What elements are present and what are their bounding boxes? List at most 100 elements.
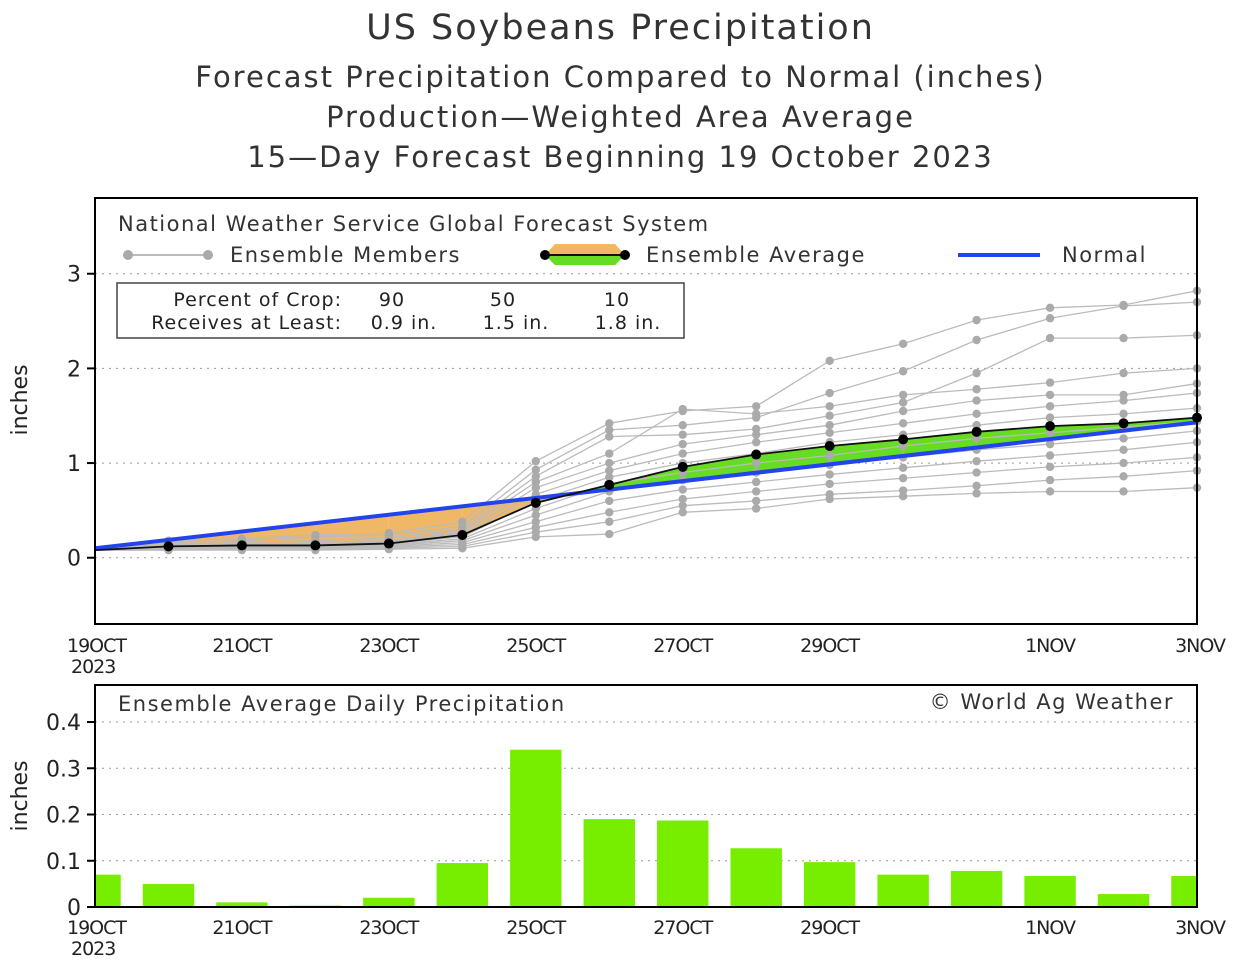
ensemble-member-point (1119, 458, 1128, 468)
top-plot-frame (94, 197, 1198, 625)
ensemble-member-point (972, 409, 981, 419)
bottom-x-tick-label: 3NOV (1175, 917, 1226, 939)
ensemble-member-line (95, 469, 1198, 551)
ensemble-member-point (752, 496, 761, 506)
bottom-x-tick-label: 27OCT (653, 917, 713, 939)
ensemble-member-point (1119, 301, 1128, 311)
ensemble-member-point (605, 466, 614, 475)
top-y-axis: 0 1 2 3 (67, 263, 95, 572)
ensemble-average-point (971, 426, 982, 437)
bottom-y-tick-label: 0.2 (46, 804, 81, 829)
top-y-tick-label: 2 (67, 357, 81, 382)
legend-normal: Normal (958, 243, 1147, 267)
ensemble-member-point (1045, 413, 1055, 422)
ensemble-member-point (678, 501, 687, 510)
ensemble-average-point (457, 530, 468, 541)
ensemble-member-point (678, 439, 687, 449)
top-x-tick-label: 27OCT (653, 635, 713, 657)
legend-average-dot (620, 250, 630, 260)
top-gridlines (95, 273, 1197, 559)
top-x-tick-label: 21OCT (212, 635, 272, 657)
bottom-x-tick-year: 2023 (71, 938, 115, 960)
ensemble-average-point (383, 538, 394, 549)
crop-row1-label: Percent of Crop: (173, 289, 342, 311)
ensemble-member-point (972, 396, 981, 405)
ensemble-member-point (605, 432, 614, 441)
ensemble-member-point (898, 463, 908, 472)
ensemble-member-point (605, 473, 614, 482)
crop-amount-10: 1.8 in. (595, 312, 662, 334)
ensemble-member-point (972, 335, 981, 345)
bottom-y-tick-label: 0.3 (46, 757, 81, 782)
ensemble-member-point (898, 492, 908, 501)
legend-normal-label: Normal (1062, 243, 1147, 267)
bottom-y-axis: 0 0.1 0.2 0.3 0.4 (46, 711, 95, 921)
daily-bar (583, 819, 635, 907)
daily-bar (1171, 876, 1197, 907)
chart-subtitle-3: 15—Day Forecast Beginning 19 October 202… (247, 140, 994, 174)
ensemble-member-point (1119, 434, 1128, 443)
top-x-tick-label: 19OCT (67, 635, 127, 657)
legend-average-label: Ensemble Average (646, 243, 866, 267)
ensemble-member-point (825, 494, 834, 504)
ensemble-member-point (1045, 333, 1055, 343)
bottom-chart-title: Ensemble Average Daily Precipitation (118, 692, 566, 716)
ensemble-member-point (605, 529, 614, 539)
ensemble-member-point (898, 406, 908, 416)
ensemble-member-point (825, 451, 834, 460)
top-x-tick-label: 25OCT (506, 635, 566, 657)
ensemble-member-point (752, 430, 761, 439)
crop-percent-90: 90 (379, 289, 405, 311)
ensemble-member-point (605, 449, 614, 458)
daily-bar (510, 749, 562, 907)
ensemble-average-point (1118, 418, 1129, 429)
ensemble-member-point (1119, 409, 1128, 419)
ensemble-member-point (972, 481, 981, 490)
ensemble-member-point (972, 489, 981, 498)
ensemble-member-point (752, 477, 761, 487)
ensemble-member-line (94, 334, 1198, 551)
ensemble-member-point (972, 456, 981, 466)
credit-label: © World Ag Weather (930, 690, 1174, 714)
above-normal-fill (829, 439, 904, 465)
legend-average: Ensemble Average (540, 243, 866, 267)
daily-bar (363, 897, 415, 907)
ensemble-member-point (531, 532, 540, 542)
ensemble-member-point (825, 479, 834, 489)
ensemble-member-point (972, 368, 981, 378)
ensemble-average-point (530, 497, 541, 508)
ensemble-member-point (752, 504, 761, 513)
ensemble-member-point (752, 402, 761, 411)
ensemble-member-point (678, 494, 687, 504)
ensemble-member-point (458, 544, 467, 553)
bottom-gridlines (95, 721, 1197, 862)
daily-bar (95, 874, 121, 907)
legend-members: Ensemble Members (123, 243, 461, 267)
legend-members-label: Ensemble Members (230, 243, 461, 267)
ensemble-member-point (752, 458, 761, 468)
ensemble-average-point (751, 449, 762, 460)
top-y-tick-label: 0 (67, 547, 81, 572)
ensemble-member-point (605, 419, 614, 428)
ensemble-member-point (678, 508, 687, 517)
top-x-tick-label: 29OCT (800, 635, 860, 657)
ensemble-member-point (972, 315, 981, 325)
ensemble-average-point (604, 479, 615, 490)
daily-bar (216, 902, 268, 907)
top-x-tick-year: 2023 (71, 656, 115, 678)
crop-box-frame (116, 282, 685, 339)
ensemble-member-point (972, 468, 981, 477)
ensemble-member-point (531, 483, 540, 492)
bottom-y-tick-label: 0.4 (46, 711, 81, 736)
ensemble-member-point (752, 487, 761, 496)
ensemble-member-point (678, 421, 687, 430)
crop-percent-box: Percent of Crop: Receives at Least: 90 5… (116, 282, 685, 339)
ensemble-member-point (1045, 303, 1055, 313)
bottom-x-tick-label: 29OCT (800, 917, 860, 939)
ensemble-member-point (605, 508, 614, 517)
